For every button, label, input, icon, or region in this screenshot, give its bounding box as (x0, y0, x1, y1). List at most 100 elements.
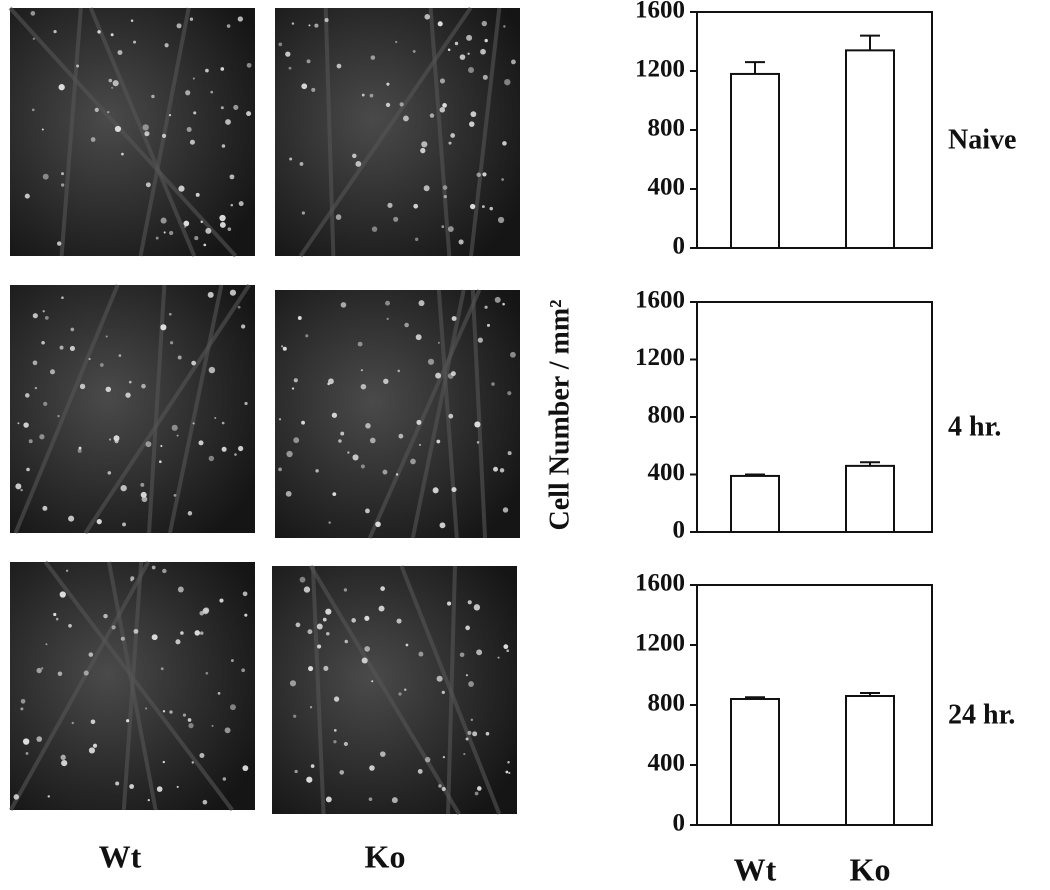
cell-dot (450, 133, 456, 138)
cell-dot (68, 515, 75, 522)
cell-dot (202, 608, 209, 615)
cell-dot (241, 324, 246, 329)
cell-dot (504, 78, 511, 86)
y-tick-label: 800 (648, 690, 686, 717)
cell-dot (160, 217, 167, 224)
cell-dot (220, 106, 224, 110)
cell-dot (105, 386, 112, 393)
cell-dot (286, 450, 293, 458)
cell-dot (301, 83, 308, 90)
cell-dot (293, 437, 300, 444)
y-tick-label: 800 (648, 402, 686, 429)
cell-dot (467, 730, 472, 735)
cell-dot (418, 443, 422, 447)
cell-dot (305, 334, 309, 338)
cell-dot (360, 383, 367, 390)
cell-dot (45, 643, 48, 646)
cell-dot (233, 104, 239, 110)
cell-dot (194, 630, 201, 636)
cell-dot (186, 126, 192, 132)
cell-dot (370, 55, 376, 60)
bar (730, 474, 780, 533)
cell-dot (386, 317, 389, 320)
cell-dot (448, 141, 452, 145)
cell-dot (176, 23, 182, 29)
fiber (436, 289, 459, 539)
cell-dot (78, 446, 82, 450)
cell-dot (469, 203, 476, 210)
cell-dot (20, 488, 23, 492)
cell-dot (439, 522, 446, 529)
cell-dot (361, 657, 368, 664)
fiber (470, 289, 488, 539)
cell-dot (285, 490, 292, 497)
cell-dot (501, 178, 505, 181)
panel-label: Naive (948, 124, 1016, 155)
cell-dot (418, 300, 425, 307)
cell-dot (68, 623, 72, 628)
cell-dot (97, 30, 101, 34)
bar (845, 695, 895, 826)
cell-dot (111, 625, 116, 630)
cell-dot (128, 380, 132, 384)
cell-dot (205, 671, 209, 675)
cell-dot (278, 42, 283, 47)
cell-dot (108, 438, 112, 441)
cell-dot (380, 586, 385, 591)
y-tick-label: 1200 (635, 56, 685, 83)
cell-dot (192, 77, 195, 80)
cell-dot (234, 453, 237, 456)
micrograph (10, 8, 255, 256)
cell-dot (485, 731, 490, 736)
cell-dot (208, 366, 216, 374)
cell-dot (308, 24, 311, 27)
cell-dot (176, 785, 179, 788)
cell-dot (42, 310, 45, 313)
cell-dot (493, 466, 498, 472)
cell-dot (447, 601, 452, 606)
cell-dot (459, 54, 466, 60)
cell-dot (17, 422, 20, 425)
cell-dot (412, 49, 416, 53)
cell-dot (281, 345, 284, 348)
cell-dot (229, 174, 235, 180)
fiber (310, 565, 326, 815)
y-tick-label: 400 (648, 174, 686, 201)
cell-dot (246, 111, 252, 117)
cell-dot (171, 424, 178, 431)
cell-dot (459, 652, 465, 658)
y-tick-label: 1600 (635, 0, 685, 24)
cell-dot (395, 40, 398, 44)
cell-dot (203, 243, 207, 247)
cell-dot (36, 667, 42, 674)
cell-dot (418, 651, 424, 657)
cell-dot (57, 414, 60, 418)
fiber (367, 289, 482, 539)
cell-dot (42, 505, 48, 511)
cell-dot (378, 605, 385, 612)
cell-dot (291, 22, 295, 25)
cell-dot (365, 508, 370, 514)
cell-dot (297, 316, 302, 320)
cell-dot (214, 416, 217, 419)
cell-dot (219, 214, 226, 222)
fiber (410, 289, 466, 539)
cell-dot (424, 14, 431, 20)
cell-dot (438, 784, 442, 788)
cell-dot (307, 665, 314, 672)
cell-dot (177, 355, 182, 360)
cell-dot (335, 214, 342, 220)
cell-dot (164, 43, 169, 48)
cell-dot (192, 422, 195, 425)
cell-dot (451, 487, 457, 493)
cell-dot (293, 378, 298, 383)
cell-dot (316, 623, 323, 630)
cell-dot (369, 93, 374, 98)
cell-dot (114, 125, 122, 133)
y-tick-label: 1600 (635, 570, 685, 597)
cell-dot (111, 86, 114, 89)
cell-dot (170, 341, 174, 345)
cell-dot (306, 59, 311, 64)
cell-dot (339, 770, 345, 775)
cell-dot (404, 688, 407, 691)
